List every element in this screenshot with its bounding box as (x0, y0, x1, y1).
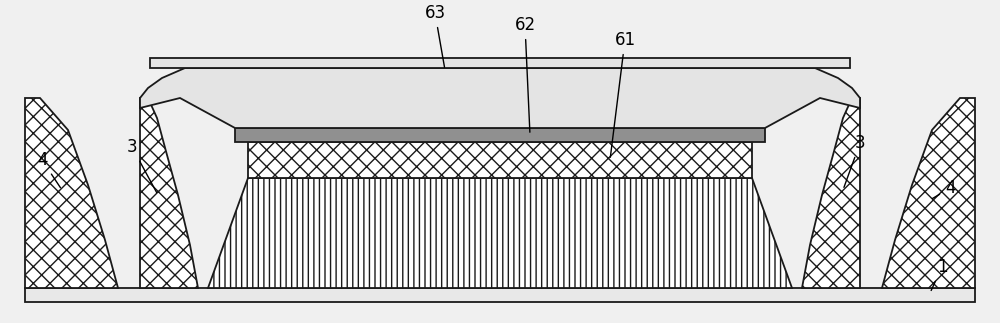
Text: 4: 4 (37, 151, 60, 188)
Text: 61: 61 (610, 31, 636, 157)
Polygon shape (208, 178, 792, 288)
Text: 1: 1 (931, 258, 947, 290)
Polygon shape (235, 128, 765, 142)
Polygon shape (248, 142, 752, 178)
Polygon shape (25, 98, 118, 288)
Polygon shape (802, 98, 860, 288)
Polygon shape (25, 288, 975, 302)
Polygon shape (882, 98, 975, 288)
Text: 3: 3 (127, 138, 157, 193)
Polygon shape (140, 98, 198, 288)
Text: 3: 3 (844, 134, 865, 187)
Text: 4: 4 (932, 179, 955, 199)
Text: 62: 62 (514, 16, 536, 132)
Polygon shape (140, 68, 860, 128)
Text: 63: 63 (424, 4, 446, 67)
Polygon shape (150, 58, 850, 68)
